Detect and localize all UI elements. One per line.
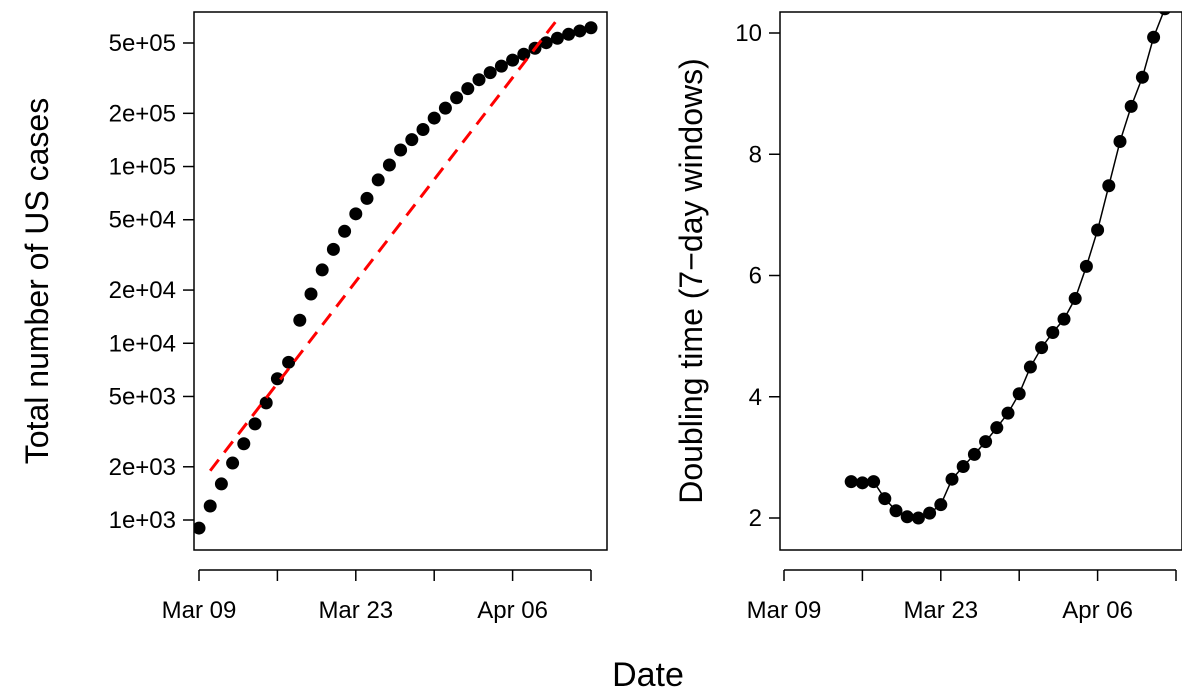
data-point bbox=[1057, 312, 1071, 326]
data-point bbox=[1113, 135, 1127, 149]
y-tick-label: 4 bbox=[749, 384, 762, 411]
data-point bbox=[326, 242, 340, 256]
plot-frame bbox=[779, 11, 1182, 551]
y-tick-label: 1e+05 bbox=[109, 154, 176, 181]
x-tick-label: Apr 06 bbox=[477, 597, 548, 624]
data-point bbox=[1135, 70, 1149, 84]
plot-frame bbox=[193, 11, 608, 551]
data-point bbox=[844, 475, 858, 489]
y-tick-label: 6 bbox=[749, 263, 762, 290]
data-layer bbox=[844, 12, 1171, 525]
data-point bbox=[438, 101, 452, 115]
data-point bbox=[416, 123, 430, 137]
data-point bbox=[979, 435, 993, 449]
y-tick-label: 5e+03 bbox=[109, 383, 176, 410]
data-point bbox=[934, 498, 948, 512]
data-point bbox=[900, 510, 914, 524]
data-point bbox=[911, 511, 925, 525]
data-point bbox=[1102, 179, 1116, 193]
data-point bbox=[248, 417, 262, 431]
y-tick-label: 2 bbox=[749, 505, 762, 532]
y-tick-label: 1e+04 bbox=[109, 330, 176, 357]
x-tick-label: Mar 09 bbox=[747, 597, 822, 624]
y-tick-label: 1e+03 bbox=[109, 507, 176, 534]
data-point bbox=[1124, 99, 1138, 113]
data-point bbox=[237, 437, 251, 451]
data-point bbox=[483, 66, 497, 80]
data-point bbox=[1023, 360, 1037, 374]
data-point bbox=[584, 21, 598, 35]
data-point bbox=[382, 158, 396, 172]
data-point bbox=[461, 82, 475, 96]
fit-line bbox=[209, 18, 559, 472]
data-layer bbox=[194, 18, 598, 535]
data-point bbox=[1159, 12, 1171, 16]
data-point bbox=[573, 24, 587, 38]
data-point bbox=[506, 53, 520, 67]
data-point bbox=[194, 521, 206, 535]
y-tick-label: 5e+05 bbox=[109, 30, 176, 57]
data-point bbox=[472, 73, 486, 87]
data-point bbox=[1046, 325, 1060, 339]
data-point bbox=[450, 91, 464, 105]
data-point bbox=[494, 59, 508, 73]
data-point bbox=[226, 456, 240, 470]
x-tick-label: Mar 23 bbox=[903, 597, 978, 624]
data-point bbox=[1012, 387, 1026, 401]
x-tick-label: Mar 23 bbox=[318, 597, 393, 624]
y-tick-label: 5e+04 bbox=[109, 207, 176, 234]
data-point bbox=[562, 27, 576, 41]
series-line bbox=[851, 12, 1165, 519]
data-point bbox=[923, 506, 937, 520]
data-point bbox=[304, 287, 318, 301]
data-point bbox=[550, 31, 564, 45]
data-point bbox=[427, 111, 441, 125]
data-point bbox=[1091, 223, 1105, 237]
data-point bbox=[990, 421, 1004, 435]
data-point bbox=[315, 263, 329, 277]
data-point bbox=[293, 313, 307, 327]
data-point bbox=[214, 477, 228, 491]
data-point bbox=[867, 475, 881, 489]
figure-x-axis-label: Date bbox=[612, 656, 684, 694]
doubling-time-panel: 2 4 6 8 10 Mar 09 Mar 23 Apr 06 Doubling time (7… bbox=[673, 11, 1182, 624]
data-point bbox=[1147, 30, 1161, 44]
data-point bbox=[945, 472, 959, 486]
data-point bbox=[1079, 259, 1093, 273]
data-point bbox=[360, 191, 374, 205]
data-point bbox=[517, 47, 531, 61]
data-point bbox=[956, 459, 970, 473]
x-tick-label: Apr 06 bbox=[1062, 597, 1133, 624]
data-point bbox=[1001, 406, 1015, 420]
x-tick-label: Mar 09 bbox=[162, 597, 237, 624]
data-point bbox=[1068, 292, 1082, 306]
data-point bbox=[855, 476, 869, 490]
data-point bbox=[539, 36, 553, 50]
y-tick-label: 2e+04 bbox=[109, 277, 176, 304]
data-point bbox=[349, 207, 363, 221]
data-point bbox=[405, 133, 419, 147]
cases-panel: 1e+03 2e+03 5e+03 1e+04 2e+04 5e+04 1e+05 2e+05… bbox=[19, 11, 608, 624]
y-tick-label: 8 bbox=[749, 141, 762, 168]
data-point bbox=[878, 492, 892, 506]
data-point bbox=[889, 504, 903, 518]
data-point bbox=[282, 355, 296, 369]
data-point bbox=[270, 372, 284, 386]
y-tick-label: 2e+03 bbox=[109, 454, 176, 481]
y-tick-label: 10 bbox=[735, 20, 762, 47]
data-point bbox=[338, 224, 352, 238]
data-point bbox=[1035, 341, 1049, 355]
y-tick-label: 2e+05 bbox=[109, 100, 176, 127]
data-point bbox=[967, 447, 981, 461]
data-point bbox=[203, 499, 217, 513]
data-point bbox=[371, 173, 385, 187]
y-axis-label: Doubling time (7−day windows) bbox=[673, 58, 709, 504]
data-point bbox=[259, 396, 273, 410]
y-axis-label: Total number of US cases bbox=[19, 98, 55, 464]
data-point bbox=[394, 143, 408, 157]
